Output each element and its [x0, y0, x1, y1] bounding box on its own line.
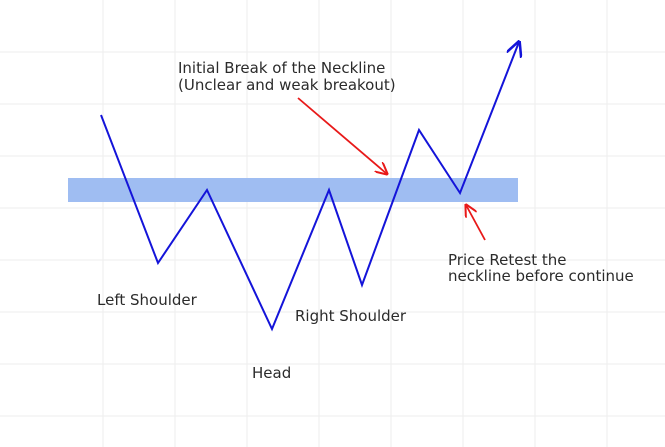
- breakout-annotation-line2: (Unclear and weak breakout): [178, 76, 396, 94]
- retest-arrow: [466, 205, 486, 241]
- left-shoulder-label: Left Shoulder: [97, 291, 197, 309]
- right-shoulder-label: Right Shoulder: [295, 307, 407, 325]
- breakout-arrow: [297, 97, 387, 174]
- retest-annotation-line1: Price Retest the: [448, 251, 567, 269]
- retest-annotation-line2: neckline before continue: [448, 267, 634, 285]
- price-line: [100, 42, 519, 332]
- head-label: Head: [252, 364, 292, 382]
- neckline-zone: [68, 178, 518, 202]
- breakout-annotation-line1: Initial Break of the Neckline: [178, 59, 386, 77]
